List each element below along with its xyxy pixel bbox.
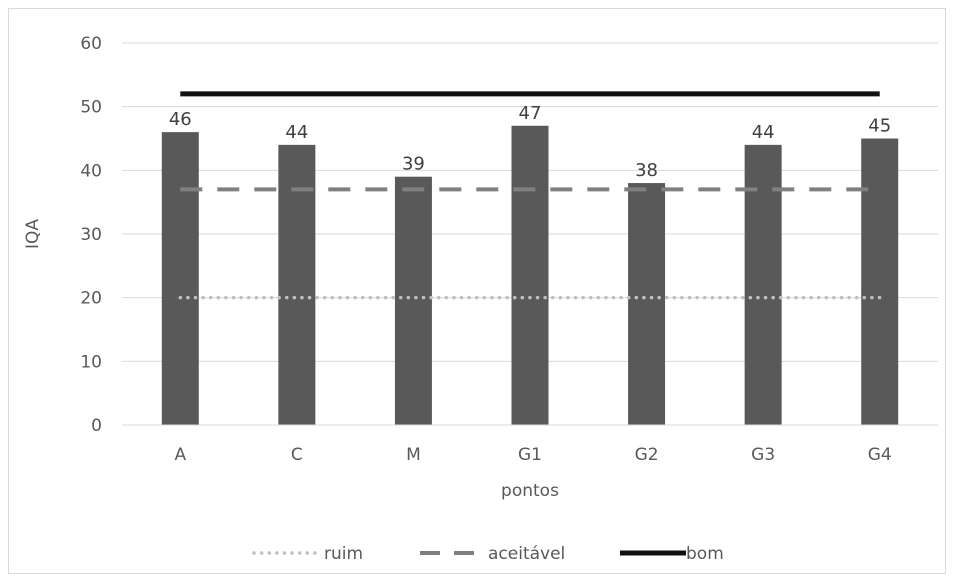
y-tick-label: 10 <box>80 352 102 372</box>
data-label: 44 <box>285 122 308 143</box>
bar-m <box>394 176 432 425</box>
y-tick-label: 40 <box>80 161 102 181</box>
bar-g2 <box>628 183 666 425</box>
legend: ruim aceitável bom <box>252 544 724 564</box>
x-tick-label: G4 <box>868 445 892 465</box>
y-tick-label: 20 <box>80 289 102 309</box>
bar-g3 <box>744 144 782 425</box>
x-tick-label: G2 <box>635 445 659 465</box>
y-tick-label: 50 <box>80 98 102 118</box>
x-tick-label: M <box>406 445 421 465</box>
data-label: 45 <box>868 116 891 137</box>
data-label: 47 <box>519 103 542 124</box>
data-label: 46 <box>169 109 192 130</box>
x-tick-label: C <box>291 445 303 465</box>
legend-label: ruim <box>324 544 363 564</box>
y-axis-title: IQA <box>23 219 43 249</box>
y-tick-label: 0 <box>91 416 102 436</box>
bar-g4 <box>861 138 899 425</box>
bar-a <box>161 132 199 425</box>
bar-c <box>278 144 316 425</box>
bar-g1 <box>511 125 549 426</box>
x-axis-title: pontos <box>501 481 559 501</box>
x-tick-label: A <box>174 445 186 465</box>
legend-label: aceitável <box>488 544 565 564</box>
data-label: 39 <box>402 154 425 175</box>
legend-label: bom <box>686 544 724 564</box>
y-tick-label: 30 <box>80 225 102 245</box>
x-tick-label: G3 <box>751 445 775 465</box>
data-label: 38 <box>635 160 658 181</box>
x-tick-label: G1 <box>518 445 542 465</box>
y-tick-label: 60 <box>80 34 102 54</box>
data-label: 44 <box>752 122 775 143</box>
